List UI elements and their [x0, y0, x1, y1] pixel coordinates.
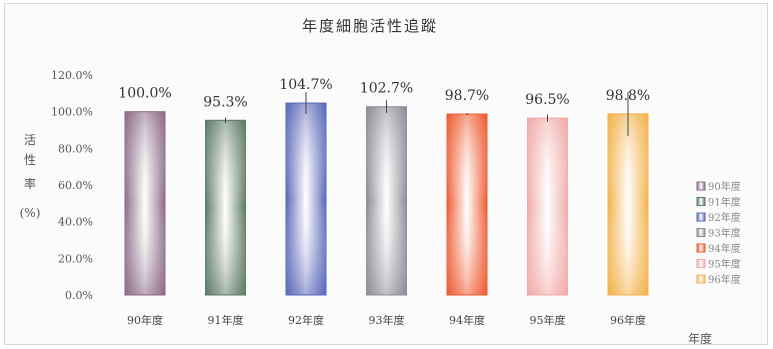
legend-swatch: [696, 228, 706, 237]
legend: 90年度 91年度 92年度 93年度 94年度 95年度 96年度: [696, 180, 741, 286]
legend-swatch: [696, 197, 706, 206]
y-axis-ticks: 0.0% 20.0% 40.0% 60.0% 80.0% 100.0% 120.0%: [51, 69, 93, 302]
y-tick-label: 120.0%: [51, 69, 93, 82]
chart-title: 年度細胞活性追蹤: [302, 17, 438, 35]
error-bars: [225, 91, 629, 136]
y-axis-label-part: 活: [24, 133, 36, 147]
category-label: 93年度: [369, 313, 405, 327]
legend-swatch: [696, 181, 706, 191]
data-labels: 100.0% 95.3% 104.7% 102.7% 98.7% 96.5% 98.8%: [118, 77, 650, 110]
data-label: 102.7%: [360, 81, 413, 97]
data-label: 104.7%: [279, 77, 332, 93]
data-label: 98.8%: [606, 88, 650, 104]
bar-shade: [286, 103, 326, 295]
legend-label: 93年度: [708, 227, 741, 240]
legend-label: 90年度: [708, 180, 741, 193]
y-tick-label: 80.0%: [58, 142, 93, 155]
bars: [124, 102, 649, 296]
category-labels: 90年度 91年度 92年度 93年度 94年度 95年度 96年度: [127, 313, 646, 327]
y-axis-label-part: (%): [20, 206, 41, 220]
data-label: 100.0%: [118, 86, 171, 102]
data-label: 96.5%: [525, 92, 569, 108]
legend-swatch: [696, 212, 706, 222]
y-tick-label: 40.0%: [58, 216, 93, 229]
bar-shade: [447, 114, 487, 295]
bar-shade: [608, 113, 648, 295]
y-tick-label: 20.0%: [58, 252, 93, 265]
y-axis-label: 活性率 (%): [20, 133, 41, 220]
legend-label: 92年度: [708, 211, 741, 224]
bar-shade: [366, 106, 407, 295]
y-tick-label: 60.0%: [58, 179, 93, 192]
category-label: 91年度: [208, 313, 244, 327]
y-axis-label-part: 性: [24, 153, 36, 167]
bar-shade: [125, 111, 165, 296]
bar-shade: [205, 120, 246, 296]
y-tick-label: 100.0%: [51, 106, 93, 119]
legend-swatch: [696, 274, 706, 284]
x-axis-label: 年度: [688, 331, 712, 346]
legend-label: 94年度: [708, 242, 741, 255]
data-label: 98.7%: [445, 88, 489, 104]
category-label: 94年度: [449, 313, 485, 327]
category-label: 92年度: [288, 313, 324, 327]
category-label: 90年度: [127, 313, 163, 327]
legend-label: 96年度: [708, 273, 741, 286]
legend-swatch: [696, 243, 706, 253]
category-label: 96年度: [610, 313, 646, 327]
y-tick-label: 0.0%: [65, 289, 93, 302]
bar-shade: [527, 118, 568, 295]
data-label: 95.3%: [203, 94, 247, 110]
legend-label: 91年度: [708, 196, 741, 209]
y-axis-label-part: 率: [24, 176, 36, 191]
category-label: 95年度: [530, 313, 566, 327]
legend-label: 95年度: [708, 258, 741, 271]
legend-swatch: [696, 259, 706, 268]
